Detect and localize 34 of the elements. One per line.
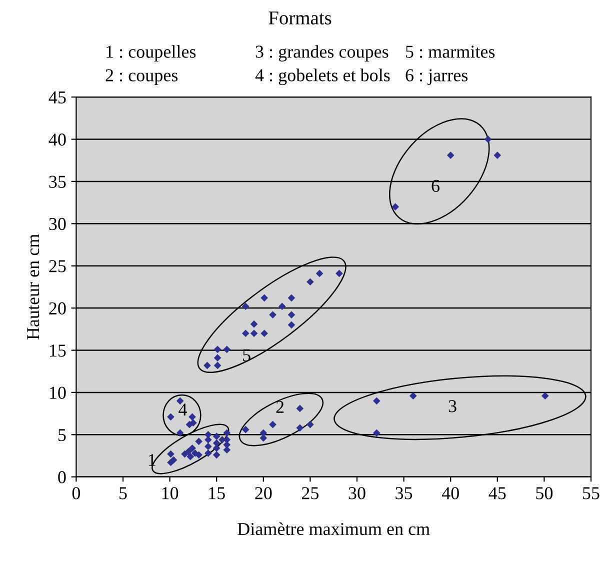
text: 4 : gobelets et bols xyxy=(255,68,390,86)
text: 5 : marmites xyxy=(406,46,495,58)
text: 1 : coupelles xyxy=(106,45,196,62)
chart-title: Formats xyxy=(268,12,332,24)
x-axis-title: Diamètre maximum en cm xyxy=(238,522,430,536)
y-tick-label: 10 xyxy=(50,386,66,399)
annotation: 3 xyxy=(448,400,456,412)
text: 6 : jarres xyxy=(406,69,468,86)
x-tick-label: 30 xyxy=(348,487,366,500)
x-tick-label: 35 xyxy=(396,487,412,500)
x-tick-label: 25 xyxy=(302,487,319,500)
text: 2 : coupes xyxy=(106,69,178,86)
x-tick-label: 55 xyxy=(583,487,600,500)
annotation: 4 xyxy=(178,404,187,416)
y-tick-label: 5 xyxy=(58,429,66,442)
y-axis-title: Hauteur en cm xyxy=(27,234,40,340)
x-tick-label: 10 xyxy=(162,487,178,500)
y-tick-label: 15 xyxy=(50,344,66,357)
x-tick-label: 5 xyxy=(120,487,127,500)
y-tick-label: 45 xyxy=(48,91,66,104)
y-tick-label: 35 xyxy=(49,176,66,188)
x-tick-label: 50 xyxy=(536,487,553,500)
x-tick-label: 15 xyxy=(209,487,225,500)
annotation: 2 xyxy=(276,400,284,413)
y-tick-label: 30 xyxy=(49,218,66,230)
x-tick-label: 40 xyxy=(442,487,459,500)
y-tick-label: 25 xyxy=(49,260,66,272)
x-tick-label: 0 xyxy=(72,487,80,500)
x-tick-label: 20 xyxy=(255,487,272,500)
text: 3 : grandes coupes xyxy=(256,45,388,62)
y-tick-label: 0 xyxy=(58,471,66,484)
x-tick-label: 45 xyxy=(488,487,506,500)
y-tick-label: 20 xyxy=(49,302,66,314)
y-tick-label: 40 xyxy=(48,134,66,146)
